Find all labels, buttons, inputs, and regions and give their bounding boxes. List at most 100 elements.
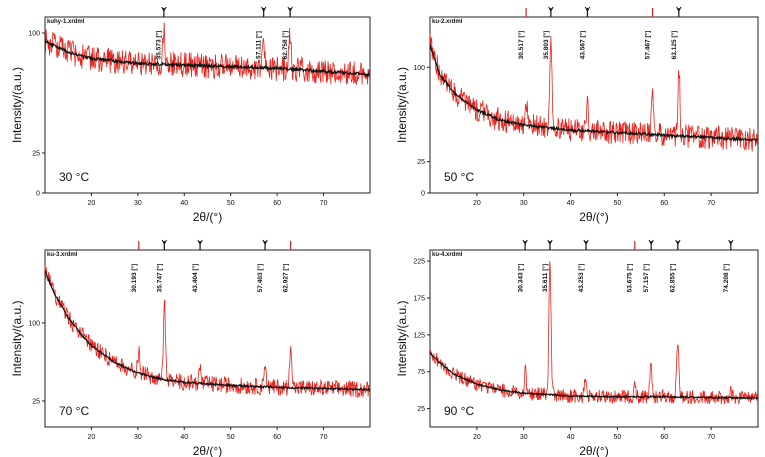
x-tick-label: 50 [614,200,622,207]
peak-label: 57.157 [°] [642,264,650,293]
temperature-label: 30 °C [59,170,89,184]
y-tick-label: 25 [417,159,425,166]
peak-label: 30.343 [°] [516,264,524,293]
x-tick-label: 70 [320,434,328,441]
temperature-label: 70 °C [59,404,89,418]
y-tick-label: 0 [421,191,425,198]
x-tick-label: 70 [320,200,328,207]
peak-marker-arrow [728,239,734,246]
temperature-label: 90 °C [444,404,474,418]
x-tick-label: 70 [707,434,715,441]
x-tick-label: 40 [180,200,188,207]
y-tick-label: 175 [413,295,425,302]
peak-marker-arrow [262,239,268,246]
x-tick-label: 60 [660,200,668,207]
peak-label: 35.573 [°] [155,31,163,60]
background-series [429,44,759,144]
peak-label: 63.125 [°] [670,31,678,60]
x-tick-label: 20 [88,434,96,441]
y-tick-label: 100 [413,65,425,72]
x-tick-label: 50 [614,434,622,441]
xrd-panel-2: 30.517 [°] 35.803 [°] 43.567 [°] 57.467 [°]… [395,6,759,224]
x-tick-label: 40 [567,200,575,207]
raw-pattern-series [44,265,371,398]
x-tick-label: 20 [88,200,96,207]
peak-marker-arrow [548,6,554,13]
y-axis-title: Intensity/(a.u.) [395,67,409,143]
peak-marker-arrow [547,239,553,246]
x-tick-label: 60 [660,434,668,441]
peak-label: 74.208 [°] [722,264,730,293]
raw-pattern-series [429,261,759,405]
xrd-panel-3: 30.193 [°] 35.747 [°] 43.404 [°] 57.403 [°]… [10,239,371,457]
y-tick-label: 25 [32,151,40,158]
y-axis-title: Intensity/(a.u.) [10,67,24,143]
y-axis-title: Intensity/(a.u.) [10,300,24,376]
y-tick-label: 125 [413,332,425,339]
peak-marker-arrow [676,6,682,13]
peak-label: 30.193 [°] [130,264,138,293]
y-axis-title: Intensity/(a.u.) [395,300,409,376]
background-series [429,352,759,401]
y-tick-label: 25 [417,406,425,413]
peak-marker-arrow [584,6,591,13]
x-tick-label: 30 [520,200,528,207]
x-tick-label: 50 [227,200,235,207]
peak-label: 57.467 [°] [643,31,651,60]
y-tick-label: 100 [28,320,40,327]
peak-label: 35.611 [°] [541,264,549,292]
file-name: kuhy-1.xrdml [47,19,85,25]
peak-label: 30.517 [°] [517,31,525,60]
y-tick-label: 0 [36,191,40,198]
peak-label: 57.403 [°] [256,264,264,293]
y-tick-label: 100 [28,31,40,38]
x-tick-label: 30 [134,200,142,207]
xrd-panel-1: 35.573 [°] 57.111 [°] 62.758 [°] kuhy-1.xrd… [10,6,371,224]
x-axis-title: 2θ/(°) [193,444,222,457]
peak-label: 62.927 [°] [282,264,290,293]
peak-label: 35.747 [°] [156,264,164,293]
peak-marker-arrow [197,239,203,246]
x-tick-label: 30 [520,434,528,441]
x-tick-label: 60 [273,200,281,207]
x-tick-label: 70 [707,200,715,207]
x-tick-label: 40 [180,434,188,441]
xrd-panel-4: 30.343 [°] 35.611 [°] 43.253 [°] 53.675 [°]… [395,239,759,457]
background-series [44,39,371,78]
peak-label: 62.855 [°] [669,264,677,293]
temperature-label: 50 °C [444,170,474,184]
background-series [44,271,371,393]
x-tick-label: 20 [473,434,481,441]
x-tick-label: 20 [473,200,481,207]
plot-frame [429,16,759,194]
peak-label: 43.253 [°] [577,264,585,293]
peak-label: 43.567 [°] [578,31,586,60]
plot-frame [44,16,371,194]
peak-marker-arrow [161,239,167,246]
peak-marker-arrow [287,6,293,13]
file-name: ku-3.xrdml [47,252,78,258]
x-tick-label: 40 [567,434,575,441]
peak-label: 53.675 [°] [626,264,634,293]
x-tick-label: 30 [134,434,142,441]
y-tick-label: 75 [417,369,425,376]
file-name: ku-4.xrdml [432,252,463,258]
x-axis-title: 2θ/(°) [579,210,608,224]
peak-marker-arrow [648,239,654,246]
peak-label: 35.803 [°] [542,31,550,60]
peak-label: 43.404 [°] [191,264,199,293]
y-tick-label: 225 [413,259,425,266]
raw-pattern-series [44,22,371,86]
peak-label: 57.111 [°] [255,31,263,59]
peak-marker-arrow [583,239,589,246]
x-tick-label: 50 [227,434,235,441]
plot-frame [44,249,371,428]
x-tick-label: 60 [273,434,281,441]
peak-marker-arrow [522,239,528,246]
peak-marker-arrow [161,6,167,13]
peak-marker-arrow [261,6,267,13]
x-axis-title: 2θ/(°) [193,210,222,224]
y-tick-label: 25 [32,398,40,405]
x-axis-title: 2θ/(°) [579,444,608,457]
